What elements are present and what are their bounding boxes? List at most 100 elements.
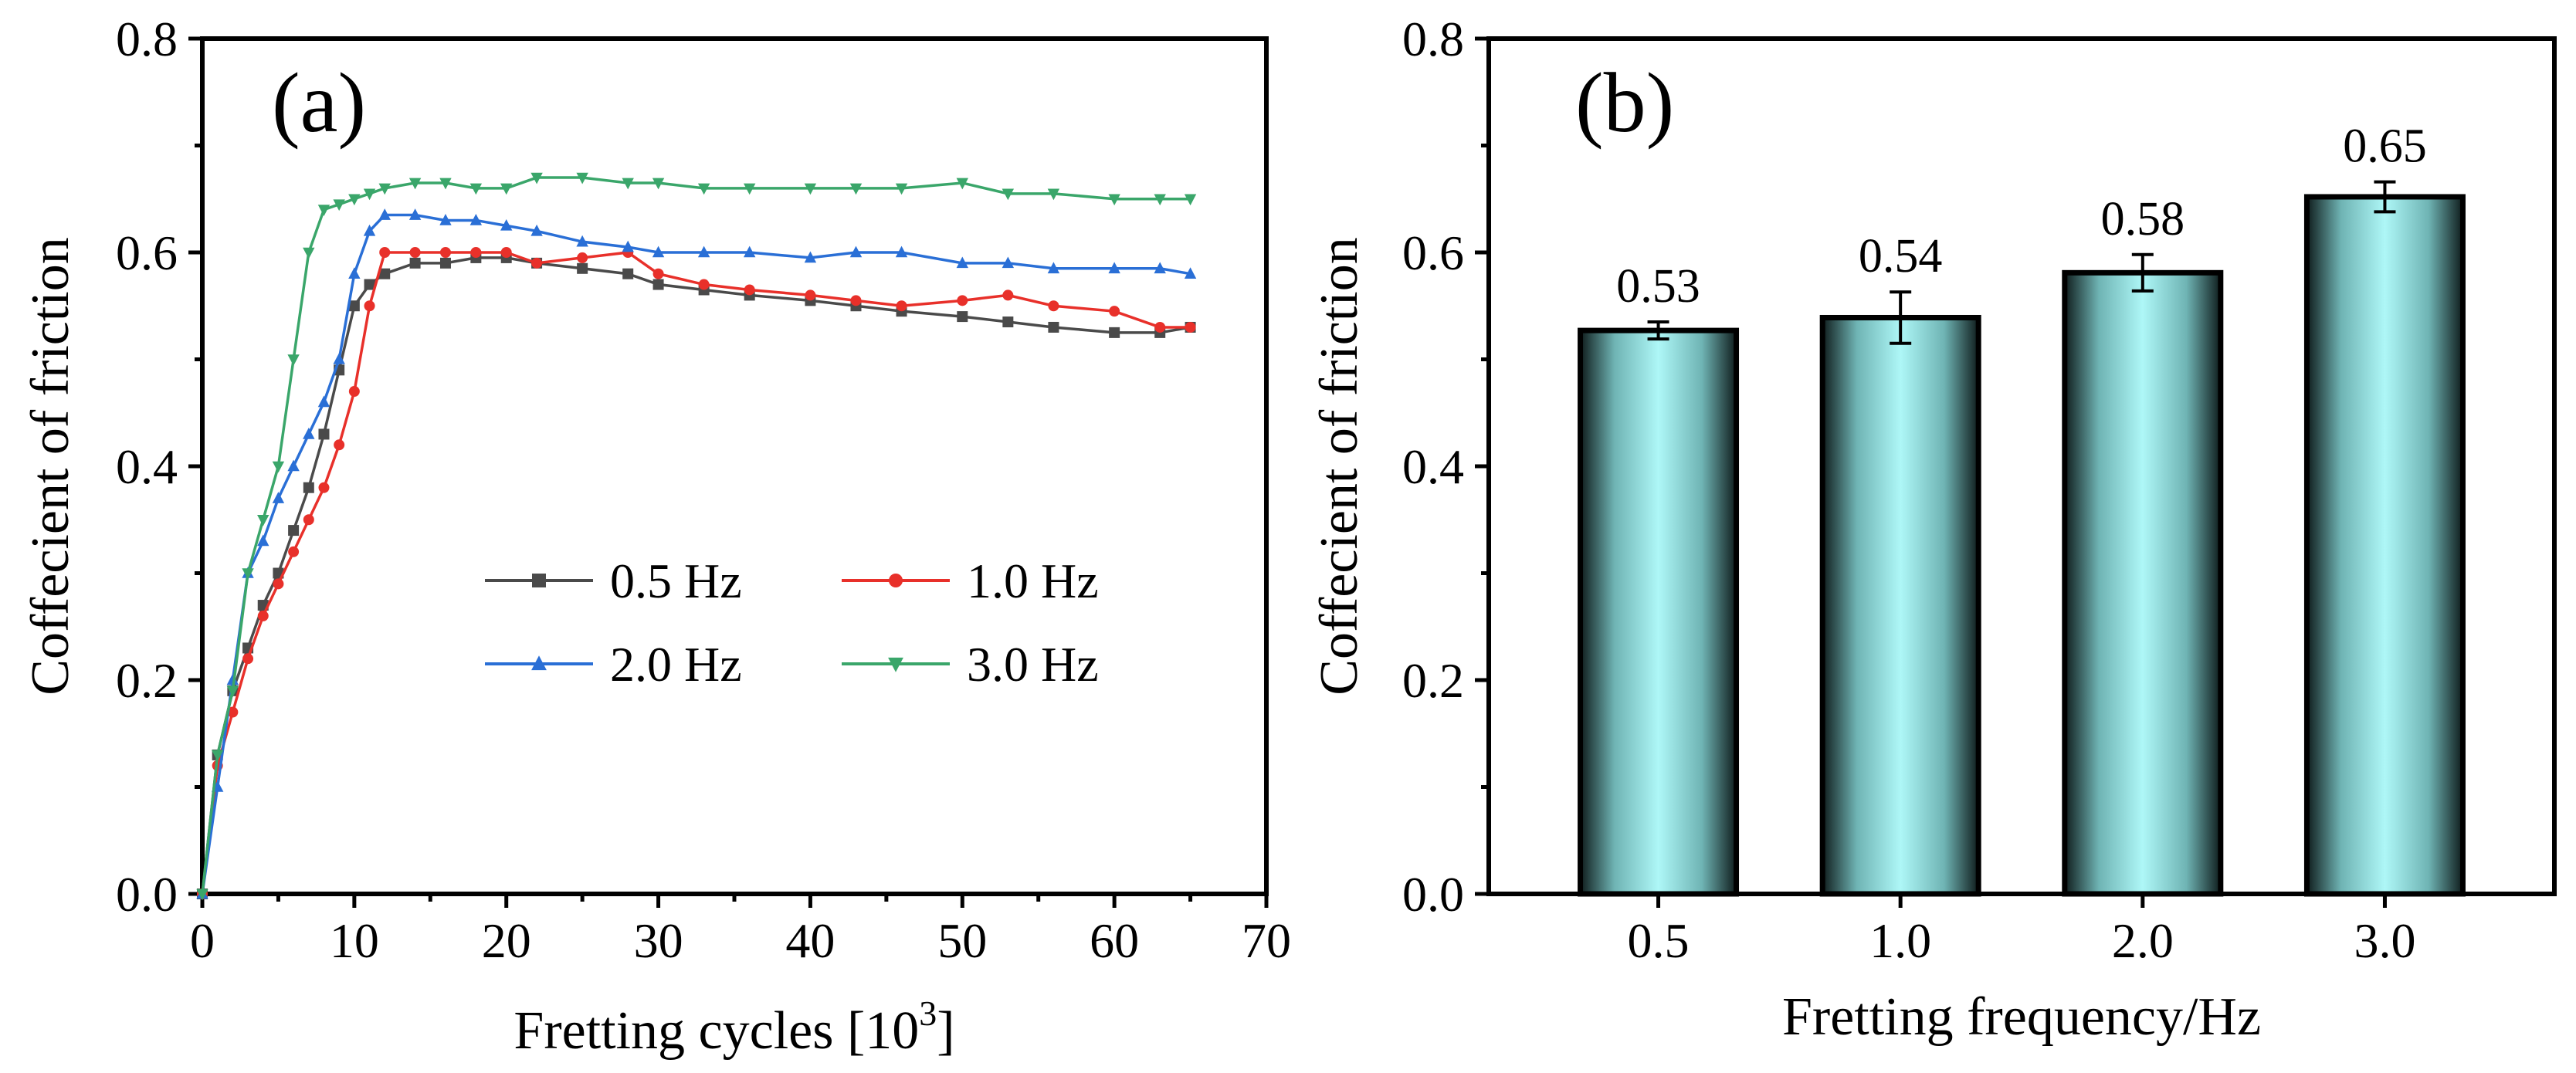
- series-3-0-hz-point: [408, 178, 422, 190]
- panel-a-x-tick-label: 70: [1242, 913, 1291, 968]
- bar-1.0: [1819, 314, 1981, 897]
- series-2-0-hz-point: [576, 235, 588, 247]
- series-1-0-hz-point: [242, 653, 254, 665]
- series-1-0-hz-point: [652, 268, 664, 279]
- series-0-5-hz-point: [379, 268, 391, 279]
- series-2-0-hz-point: [743, 245, 756, 258]
- series-1-0-hz-point: [1109, 306, 1120, 317]
- series-0-5-hz-point: [303, 482, 314, 493]
- series-3-0-hz-point: [272, 461, 285, 473]
- series-1-0-hz-point: [227, 706, 239, 718]
- bar-value-label-3.0: 0.65: [2343, 120, 2427, 173]
- series-2-0-hz-point: [804, 251, 817, 263]
- legend-3-0-hz-label: 3.0 Hz: [967, 637, 1099, 692]
- series-2-0-hz-point: [333, 353, 345, 364]
- series-3-0-hz-point: [287, 354, 300, 366]
- panel-a-y-tick-label: 0.4: [116, 439, 178, 494]
- series-0-5-hz-point: [364, 279, 375, 290]
- legend-0-5-hz-marker: [532, 574, 546, 587]
- series-3-0-hz-point: [469, 183, 483, 195]
- series-1-0-hz-point: [348, 386, 360, 398]
- bar-0.5: [1578, 327, 1740, 897]
- series-3-0-hz-point: [1154, 194, 1166, 206]
- series-2-0-hz-point: [1002, 256, 1015, 269]
- panel-a-x-axis-title-suffix: ]: [937, 1001, 954, 1061]
- panel-a-y-axis-title: Coffecient of friction: [21, 237, 80, 696]
- panel-b-x-axis-title: Fretting frequency/Hz: [1782, 987, 2261, 1047]
- panel-b-bar-chart: 0.0 0.2 0.4 0.6 0.8 0.5 1.0 2.0 3.0 0.53 0.54 0.58…: [1310, 12, 2557, 1047]
- bar-2.0: [2062, 269, 2224, 897]
- series-2-0-hz-point: [226, 673, 239, 685]
- legend-3-0-hz-marker: [888, 657, 903, 672]
- series-3-0-hz-point: [303, 247, 315, 259]
- panel-b-x-tick-label: 1.0: [1869, 913, 1931, 968]
- series-2-0-hz-point: [1047, 262, 1060, 274]
- panel-a-line-chart: 0 10 20 30 40 50 60 70 0.0 0.2 0.4 0.6 0.8 (a) Coffe…: [21, 12, 1291, 1061]
- panel-b-y-axis-title: Coffecient of friction: [1310, 237, 1369, 696]
- series-0-5-hz-point: [288, 525, 300, 536]
- series-1-0-hz-point: [957, 295, 968, 306]
- series-3-0-hz-point: [895, 183, 908, 195]
- series-2-0-hz-line: [201, 213, 1191, 895]
- panel-b-label: (b): [1575, 56, 1674, 150]
- series-1-0-hz-point: [379, 247, 391, 258]
- panel-a-x-axis-title-sup: 3: [919, 993, 937, 1033]
- series-0-5-hz-point: [439, 257, 451, 269]
- series-1-0-hz-point: [470, 247, 482, 258]
- series-0-5-hz-point: [1048, 321, 1059, 333]
- panel-a-y-tick-label: 0.6: [116, 225, 178, 280]
- panel-b-y-tick-label: 0.6: [1402, 225, 1464, 280]
- panel-a-series: [196, 172, 1197, 901]
- panel-b-y-tick-label: 0.4: [1402, 439, 1464, 494]
- panel-a-x-tick-label: 20: [482, 913, 531, 968]
- series-0-5-hz-point: [957, 311, 968, 323]
- panel-a-x-tick-label: 0: [190, 913, 215, 968]
- series-3-0-hz-point: [378, 183, 391, 195]
- series-0-5-hz-line: [201, 256, 1191, 895]
- series-2-0-hz-point: [1184, 267, 1197, 279]
- series-3-0-hz-point: [1184, 194, 1197, 206]
- series-0-5-hz-point: [318, 428, 330, 440]
- series-0-5-hz-point: [348, 300, 360, 312]
- panel-b-bars: 0.53 0.54 0.58 0.65: [1578, 120, 2466, 897]
- panel-a-y-tick-label: 0.0: [116, 867, 178, 922]
- series-2-0-hz-point: [1108, 262, 1120, 274]
- series-1-0-hz-point: [1002, 289, 1014, 301]
- series-3-0-hz-point: [333, 199, 345, 212]
- series-1-0-hz-point: [698, 279, 710, 290]
- series-1-0-hz-point: [1154, 321, 1166, 333]
- series-1-0-hz-point: [288, 546, 300, 557]
- series-3-0-hz-point: [1047, 188, 1060, 201]
- series-2-0-hz-point: [272, 492, 285, 503]
- panel-a-ticks: 0 10 20 30 40 50 60 70 0.0 0.2 0.4 0.6 0.8: [116, 12, 1291, 968]
- series-1-0-hz-line: [201, 251, 1191, 895]
- series-1-0-hz-point: [805, 289, 816, 301]
- panel-a-x-tick-label: 10: [330, 913, 379, 968]
- series-3-0-hz-point: [348, 194, 361, 206]
- series-2-0-hz-point: [849, 245, 863, 258]
- series-2-0-hz-point: [895, 245, 908, 258]
- series-2-0-hz-point: [378, 208, 391, 220]
- series-3-0-hz-point: [622, 178, 634, 190]
- series-1-0-hz-point: [409, 247, 421, 258]
- panel-b-x-tick-label: 3.0: [2354, 913, 2415, 968]
- legend-1-0-hz-marker: [889, 574, 903, 587]
- bar-value-label-0.5: 0.53: [1616, 260, 1700, 313]
- series-0-5-hz-point: [1109, 327, 1120, 338]
- series-3-0-hz-point: [956, 178, 968, 190]
- series-3-0-hz-point: [242, 568, 254, 580]
- series-3-0-hz-point: [317, 205, 330, 216]
- series-3-0-hz-point: [849, 183, 863, 195]
- series-3-0-hz-point: [652, 178, 665, 190]
- series-2-0-hz-point: [317, 395, 330, 408]
- series-2-0-hz-point: [303, 428, 315, 439]
- panel-a-label: (a): [272, 56, 366, 150]
- series-0-5-hz-point: [409, 257, 421, 269]
- panel-a-y-tick-label: 0.8: [116, 12, 178, 66]
- series-3-0-hz-point: [804, 183, 817, 195]
- panel-b-x-tick-label: 2.0: [2112, 913, 2174, 968]
- series-2-0-hz-point: [287, 459, 300, 472]
- series-3-0-hz-point: [500, 183, 513, 195]
- legend-1-0-hz-label: 1.0 Hz: [967, 553, 1099, 608]
- series-3-0-hz-point: [363, 188, 376, 201]
